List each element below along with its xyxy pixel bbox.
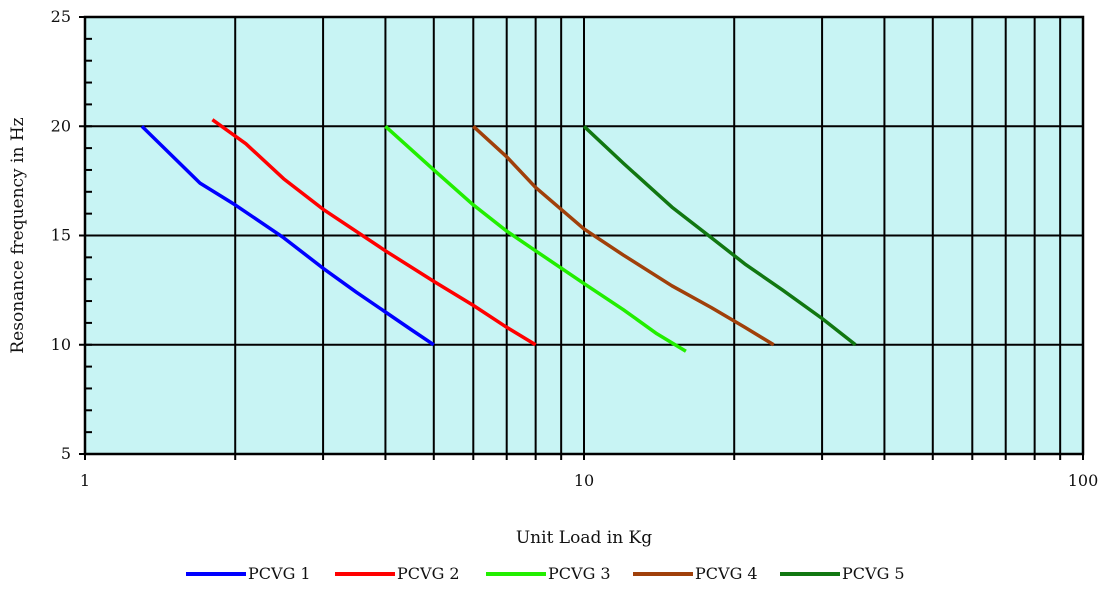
y-tick-label: 5	[61, 444, 71, 463]
series-line-5	[582, 125, 857, 347]
plot-border	[83, 15, 1085, 456]
y-axis-title: Resonance frequency in Hz	[8, 117, 28, 353]
y-tick-label: 20	[51, 116, 71, 135]
legend-label-4: PCVG 4	[695, 564, 758, 583]
legend-label-2: PCVG 2	[397, 564, 460, 583]
y-tick-label: 10	[51, 335, 71, 354]
y-tick-label: 25	[51, 7, 71, 26]
series-line-4	[472, 125, 775, 347]
y-tick-label: 15	[51, 226, 71, 245]
x-tick-label: 100	[1068, 471, 1099, 490]
x-tick-label: 10	[574, 471, 594, 490]
legend-label-5: PCVG 5	[842, 564, 905, 583]
legend-label-1: PCVG 1	[248, 564, 311, 583]
legend-label-3: PCVG 3	[548, 564, 611, 583]
x-tick-label: 1	[80, 471, 90, 490]
series-line-1	[140, 125, 435, 347]
series-line-3	[384, 124, 687, 353]
x-axis-title: Unit Load in Kg	[516, 528, 652, 548]
series-line-2	[211, 118, 537, 347]
